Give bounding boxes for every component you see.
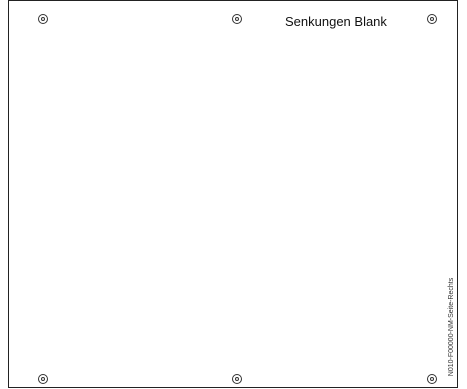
countersink-hole-icon [232,14,242,24]
panel-outline [8,0,458,388]
drawing-title: Senkungen Blank [285,14,387,29]
countersink-hole-icon [427,374,437,384]
countersink-hole-icon [38,374,48,384]
side-code-label: N010-F00000-NM-Seite-Rechts [448,277,455,377]
countersink-hole-icon [38,14,48,24]
countersink-hole-icon [232,374,242,384]
countersink-hole-icon [427,14,437,24]
